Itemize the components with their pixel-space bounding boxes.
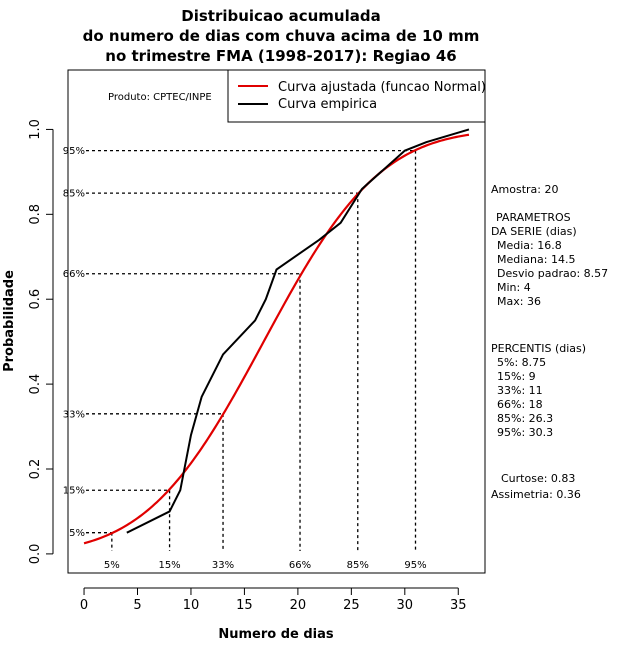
x-tick-label: 15 xyxy=(236,598,253,613)
percentile-guides: 5% 5% 15% 15% 33% 33% 66% 66% 85% 85% 95% 95% xyxy=(63,146,427,571)
y-tick-label: 0.0 xyxy=(28,544,43,565)
plot-frame xyxy=(67,69,486,574)
x-tick-label: 30 xyxy=(397,598,414,613)
param-mean: Media: 16.8 xyxy=(497,239,562,252)
legend-label-empirical: Curva empirica xyxy=(278,97,377,112)
percentil-33: 33%: 11 xyxy=(497,384,543,397)
percentis-header: PERCENTIS (dias) xyxy=(491,342,586,355)
y-tick-label: 0.6 xyxy=(28,289,43,310)
percentile-bottom-label: 85% xyxy=(347,560,369,571)
percentile-left-label: 85% xyxy=(63,189,85,200)
stats-panel: Amostra: 20 PARAMETROS DA SERIE (dias) M… xyxy=(491,183,608,501)
params-subheader: DA SERIE (dias) xyxy=(491,225,577,238)
empirical-curve xyxy=(126,128,470,534)
title-line-2: do numero de dias com chuva acima de 10 … xyxy=(83,27,480,45)
y-tick-label: 0.4 xyxy=(28,374,43,395)
percentile-left-label: 66% xyxy=(63,269,85,280)
sample-size: Amostra: 20 xyxy=(491,183,558,196)
percentil-66: 66%: 18 xyxy=(497,398,543,411)
title-line-3: no trimestre FMA (1998-2017): Regiao 46 xyxy=(105,47,456,65)
param-median: Mediana: 14.5 xyxy=(497,253,575,266)
percentile-bottom-label: 66% xyxy=(289,560,311,571)
legend-box xyxy=(227,69,486,123)
percentile-left-label: 5% xyxy=(69,528,85,539)
x-tick-label: 35 xyxy=(450,598,467,613)
legend-label-fitted: Curva ajustada (funcao Normal) xyxy=(278,80,486,95)
percentil-85: 85%: 26.3 xyxy=(497,412,553,425)
param-min: Min: 4 xyxy=(497,281,531,294)
percentile-left-label: 95% xyxy=(63,146,85,157)
chart-title: Distribuicao acumulada do numero de dias… xyxy=(83,7,480,65)
axes: 0 5 10 15 20 25 30 35 0.0 0.2 0.4 0.6 0.8 1.0 xyxy=(28,119,467,613)
percentile-bottom-label: 15% xyxy=(158,560,180,571)
y-tick-label: 1.0 xyxy=(28,119,43,140)
title-line-1: Distribuicao acumulada xyxy=(181,7,380,25)
x-axis-label: Numero de dias xyxy=(218,627,334,642)
legend: Curva ajustada (funcao Normal) Curva emp… xyxy=(227,69,486,123)
percentile-left-label: 15% xyxy=(63,486,85,497)
percentile-bottom-label: 33% xyxy=(212,560,234,571)
fitted-normal-curve xyxy=(83,133,470,545)
skewness: Assimetria: 0.36 xyxy=(491,488,581,501)
param-sd: Desvio padrao: 8.57 xyxy=(497,267,608,280)
percentile-bottom-label: 95% xyxy=(404,560,426,571)
producer-label: Produto: CPTEC/INPE xyxy=(108,92,212,103)
x-tick-label: 20 xyxy=(290,598,307,613)
params-header: PARAMETROS xyxy=(496,211,571,224)
kurtosis: Curtose: 0.83 xyxy=(501,472,575,485)
percentile-left-label: 33% xyxy=(63,409,85,420)
y-tick-label: 0.8 xyxy=(28,204,43,225)
percentil-95: 95%: 30.3 xyxy=(497,426,553,439)
percentil-5: 5%: 8.75 xyxy=(497,356,546,369)
series-layer xyxy=(83,128,470,545)
percentile-bottom-label: 5% xyxy=(104,560,120,571)
percentil-15: 15%: 9 xyxy=(497,370,536,383)
param-max: Max: 36 xyxy=(497,295,541,308)
x-tick-label: 0 xyxy=(80,598,88,613)
y-axis-label: Probabilidade xyxy=(2,270,17,372)
y-tick-label: 0.2 xyxy=(28,459,43,480)
x-tick-label: 10 xyxy=(183,598,200,613)
x-tick-label: 5 xyxy=(133,598,141,613)
x-tick-label: 25 xyxy=(343,598,360,613)
